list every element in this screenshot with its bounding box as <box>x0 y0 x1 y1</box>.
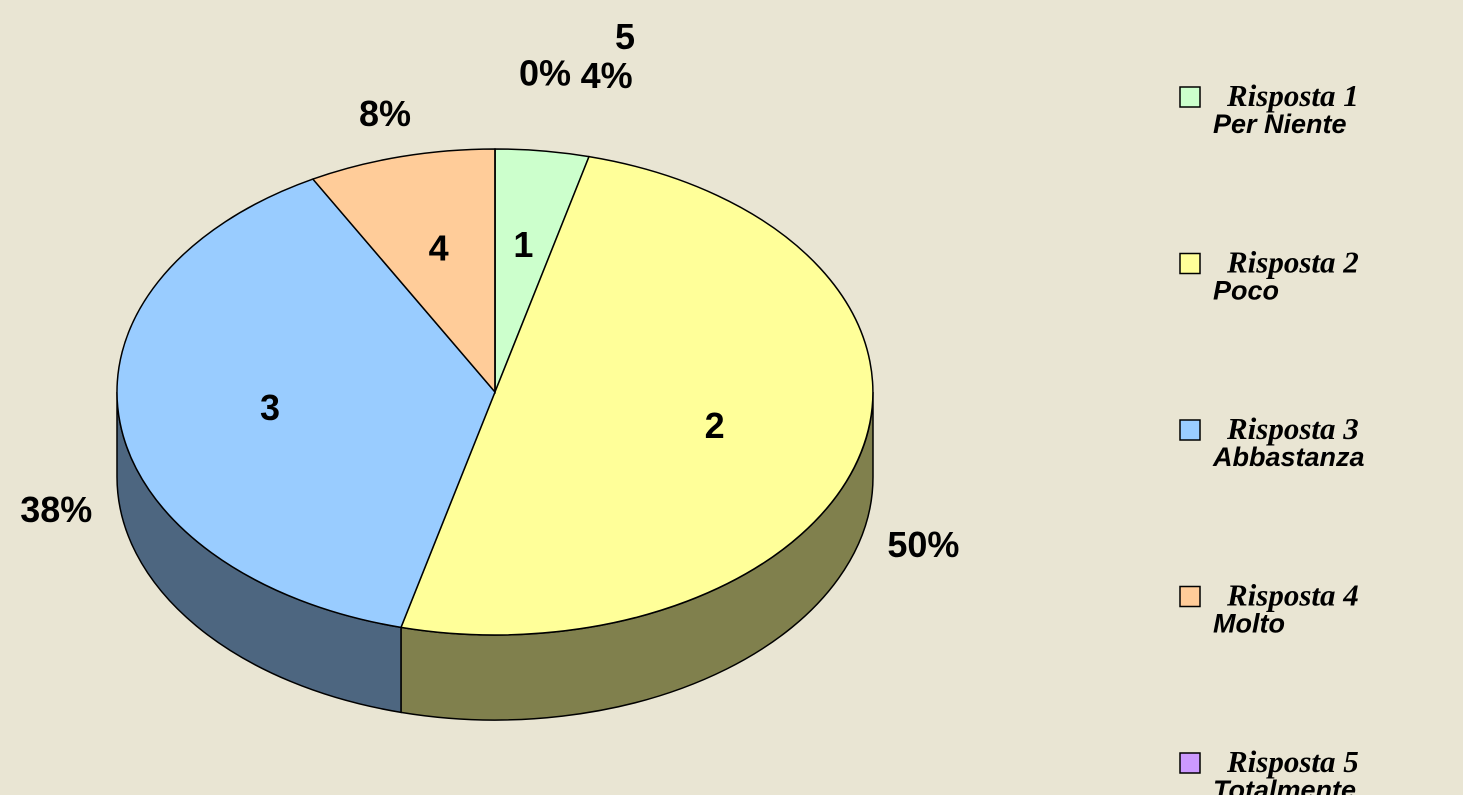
slice-label: 1 <box>513 224 533 265</box>
slice <box>399 155 874 636</box>
legend-swatch <box>1179 252 1201 275</box>
value-label: 4% <box>581 55 633 96</box>
legend-swatch <box>1179 585 1201 608</box>
legend-subtitle: Abbastanza <box>1212 442 1365 472</box>
legend-title: Risposta 4 <box>1226 578 1359 613</box>
legend-swatch <box>1179 752 1201 774</box>
legend-subtitle: Per Niente <box>1213 109 1347 139</box>
slice-label: 3 <box>260 387 280 428</box>
legend-swatch <box>1179 419 1201 441</box>
legend-title: Risposta 1 <box>1226 78 1359 113</box>
legend-title: Risposta 3 <box>1226 411 1359 446</box>
slice-label: 5 <box>615 16 635 57</box>
slice <box>311 148 496 395</box>
legend-subtitle: Poco <box>1213 276 1279 306</box>
slice-label: 2 <box>705 405 725 446</box>
value-label: 0% <box>519 53 571 94</box>
legend-subtitle: Totalmente <box>1213 775 1356 795</box>
value-label: 38% <box>20 489 92 530</box>
value-label: 8% <box>359 93 411 134</box>
legend-title: Risposta 2 <box>1226 245 1359 280</box>
legend-swatch <box>1179 86 1201 108</box>
slice <box>116 178 496 629</box>
value-label: 50% <box>887 524 959 565</box>
legend-subtitle: Molto <box>1213 609 1285 639</box>
slice-label: 4 <box>429 227 449 268</box>
legend-title: Risposta 5 <box>1226 744 1359 779</box>
